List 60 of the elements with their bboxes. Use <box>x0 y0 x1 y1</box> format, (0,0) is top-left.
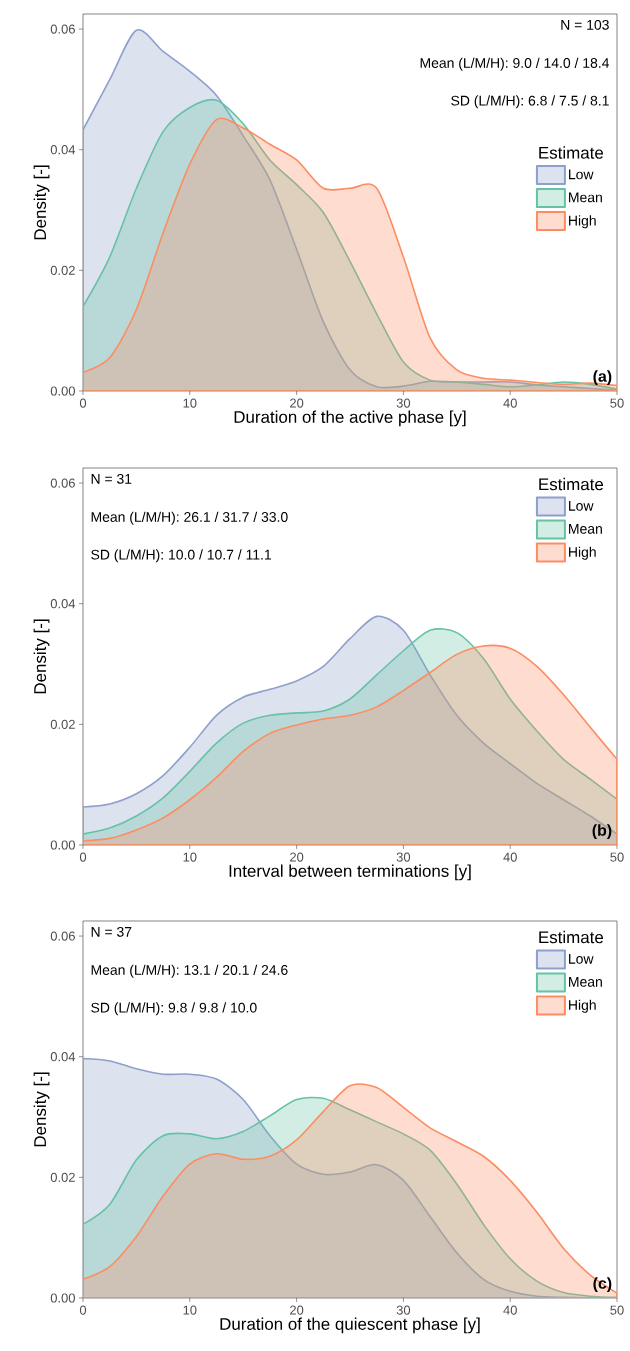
annotation: (c) <box>593 1277 612 1293</box>
y-tick-label: 0.00 <box>50 386 75 396</box>
annotation: (b) <box>592 824 612 840</box>
x-axis-title: Interval between terminations [y] <box>229 864 471 881</box>
x-tick-label: 40 <box>503 398 517 408</box>
annotation: N = 31 <box>91 473 132 484</box>
x-tick-label: 20 <box>290 398 304 408</box>
x-tick-label: 40 <box>503 1305 517 1315</box>
y-axis-title: Density [-] <box>33 1072 50 1147</box>
x-tick-label: 40 <box>503 852 517 862</box>
legend-label: High <box>569 215 596 229</box>
x-axis-title: Duration of the quiescent phase [y] <box>220 1317 480 1334</box>
x-tick-label: 20 <box>290 1305 304 1315</box>
legend-label: High <box>569 546 596 560</box>
legend-title: Estimate <box>539 146 604 159</box>
y-tick-label: 0.06 <box>50 931 75 941</box>
annotation: Mean (L/M/H): 26.1 / 31.7 / 33.0 <box>91 511 288 525</box>
legend-label: Mean <box>569 524 602 534</box>
x-tick-label: 30 <box>396 1305 411 1315</box>
x-axis-title: Duration of the active phase [y] <box>234 410 466 427</box>
annotation: Mean (L/M/H): 13.1 / 20.1 / 24.6 <box>91 964 288 978</box>
y-tick-label: 0.00 <box>50 1293 75 1303</box>
annotation: SD (L/M/H): 6.8 / 7.5 / 8.1 <box>451 95 609 109</box>
y-tick-label: 0.02 <box>50 719 75 729</box>
y-axis-title: Density [-] <box>33 619 50 694</box>
legend-title: Estimate <box>539 930 604 944</box>
annotation: Mean (L/M/H): 9.0 / 14.0 / 18.4 <box>420 57 610 71</box>
y-tick-label: 0.06 <box>50 478 75 488</box>
legend-label: Low <box>569 954 594 964</box>
x-tick-label: 50 <box>610 852 624 862</box>
x-tick-label: 20 <box>290 852 304 862</box>
y-tick-label: 0.04 <box>50 599 76 609</box>
legend-label: Mean <box>569 977 602 987</box>
annotation: N = 103 <box>561 19 609 30</box>
y-tick-label: 0.02 <box>50 1172 75 1182</box>
x-tick-label: 30 <box>396 852 411 862</box>
y-tick-label: 0.02 <box>50 265 75 275</box>
x-tick-label: 50 <box>610 1305 624 1315</box>
annotation: SD (L/M/H): 10.0 / 10.7 / 11.1 <box>91 549 271 563</box>
legend-label: Low <box>569 169 594 180</box>
x-tick-label: 10 <box>183 398 197 408</box>
legend-label: High <box>569 999 596 1013</box>
x-tick-label: 30 <box>396 398 411 408</box>
y-tick-label: 0.06 <box>50 24 75 34</box>
y-tick-label: 0.00 <box>50 840 75 850</box>
x-tick-label: 0 <box>79 398 87 408</box>
legend-label: Mean <box>569 192 602 203</box>
y-axis-title: Density [-] <box>33 165 50 240</box>
x-tick-label: 50 <box>610 398 624 408</box>
annotation: (a) <box>593 370 612 386</box>
legend-label: Low <box>569 501 594 511</box>
x-tick-label: 10 <box>183 1305 197 1315</box>
x-tick-label: 10 <box>183 852 197 862</box>
x-tick-label: 0 <box>79 1305 87 1315</box>
x-tick-label: 0 <box>79 852 87 862</box>
annotation: SD (L/M/H): 9.8 / 9.8 / 10.0 <box>91 1002 257 1016</box>
y-tick-label: 0.04 <box>50 1052 76 1062</box>
annotation: N = 37 <box>91 926 132 937</box>
legend-title: Estimate <box>539 477 604 491</box>
y-tick-label: 0.04 <box>50 145 76 155</box>
